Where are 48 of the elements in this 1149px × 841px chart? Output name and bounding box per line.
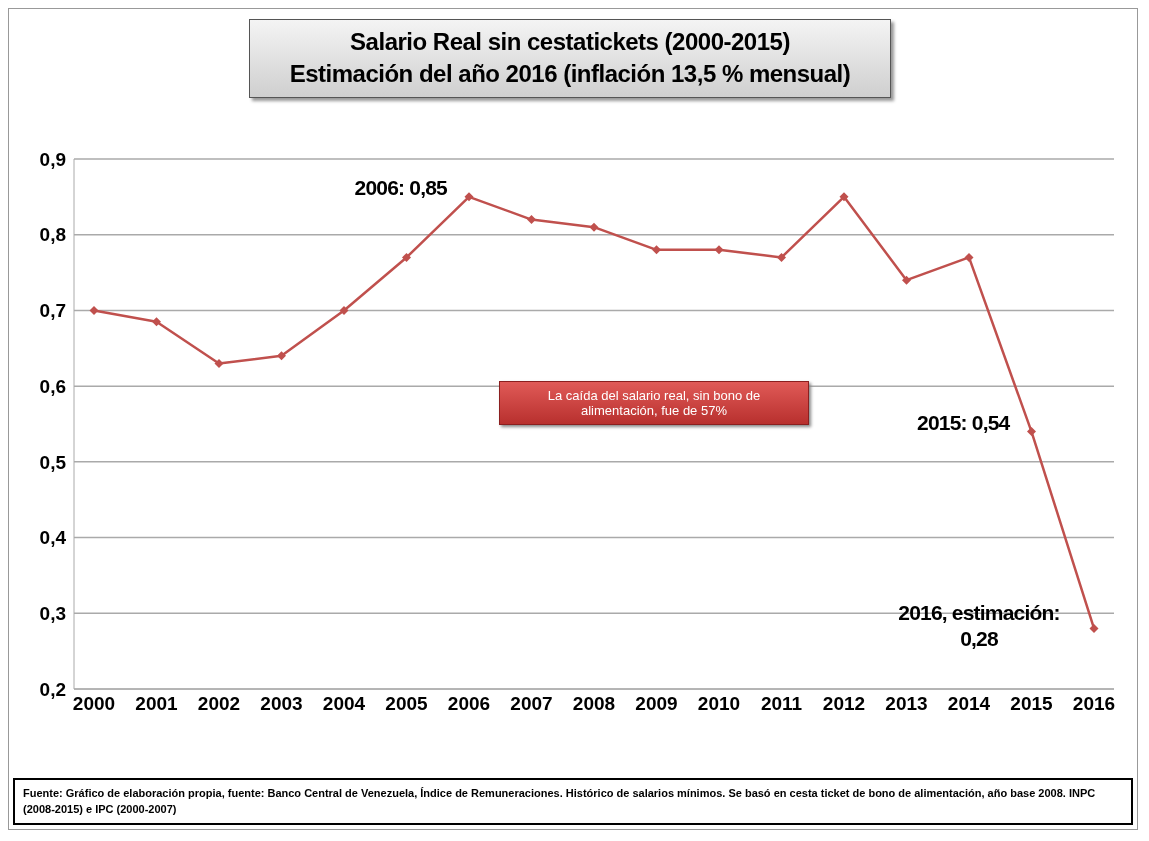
point — [652, 245, 661, 255]
point — [277, 351, 286, 361]
point — [714, 245, 724, 255]
point — [839, 192, 849, 202]
y-tick-label: 0,7 — [39, 300, 66, 322]
x-tick-label: 2006 — [447, 693, 491, 715]
source-note: Fuente: Gráfico de elaboración propia, fuente: Banco Central de Venezuela, Índice de Remuneraciones. Histórico de salarios mínimos. Se basó en cesta ticket de bono de alimentación, año base 2008. INPC (2008-2015) e IPC (2000-2007) — [13, 778, 1133, 825]
point — [964, 252, 974, 262]
x-tick-label: 2013 — [885, 693, 928, 715]
x-tick-label: 2000 — [72, 693, 116, 715]
point — [589, 222, 599, 232]
x-tick-label: 2004 — [322, 693, 366, 715]
x-tick-label: 2007 — [510, 693, 553, 715]
x-tick-label: 2003 — [260, 693, 303, 715]
point — [339, 305, 349, 315]
y-tick-label: 0,9 — [39, 148, 66, 170]
x-tick-label: 2014 — [947, 693, 991, 715]
y-tick-label: 0,6 — [39, 375, 66, 397]
annotation: 2015: 0,54 — [917, 410, 1011, 434]
point — [402, 252, 411, 262]
x-tick-label: 2010 — [697, 693, 741, 715]
x-tick-label: 2005 — [385, 693, 429, 715]
x-tick-label: 2002 — [197, 693, 241, 715]
annotation: 2006: 0,85 — [354, 175, 449, 199]
point — [214, 358, 224, 368]
x-tick-label: 2008 — [572, 693, 616, 715]
point — [1089, 623, 1099, 633]
x-tick-label: 2009 — [635, 693, 678, 715]
point — [464, 192, 474, 202]
y-tick-label: 0,5 — [39, 451, 67, 473]
y-tick-label: 0,3 — [39, 603, 66, 625]
x-tick-label: 2015 — [1010, 693, 1054, 715]
x-tick-label: 2011 — [760, 693, 803, 715]
point — [1027, 427, 1036, 437]
point — [777, 252, 786, 262]
y-tick-label: 0,8 — [39, 224, 66, 246]
x-tick-label: 2012 — [822, 693, 866, 715]
point — [527, 215, 536, 225]
point — [89, 305, 99, 315]
point — [152, 317, 161, 327]
x-tick-label: 2001 — [135, 693, 179, 715]
callout-box: La caída del salario real, sin bono de alimentación, fue de 57% — [499, 381, 809, 425]
y-tick-label: 0,2 — [39, 678, 66, 700]
point — [902, 275, 911, 285]
annotation: 2016, estimación: 0,28 — [898, 601, 1060, 651]
y-tick-label: 0,4 — [39, 527, 67, 549]
x-tick-label: 2016 — [1072, 693, 1116, 715]
chart-title: Salario Real sin cestatickets (2000-2015) Estimación del año 2016 (inflación 13,5 % mensual) — [288, 27, 852, 90]
